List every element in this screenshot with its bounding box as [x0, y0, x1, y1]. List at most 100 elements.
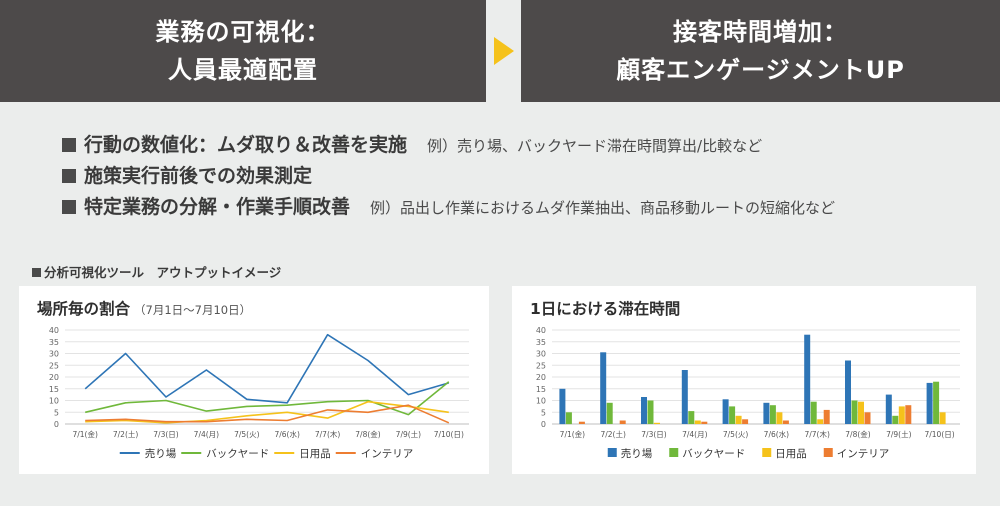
legend-label: インテリア [361, 448, 414, 460]
square-bullet-icon [32, 268, 41, 277]
y-tick-label: 20 [536, 373, 546, 382]
bar [688, 411, 695, 424]
x-tick-label: 7/7(木) [315, 429, 340, 439]
bar [578, 421, 585, 424]
bullet-text: 特定業務の分解・作業手順改善 [84, 196, 351, 218]
y-tick-label: 35 [536, 338, 546, 347]
x-tick-label: 7/6(水) [764, 429, 789, 439]
square-bullet-icon [62, 200, 76, 214]
y-tick-label: 0 [54, 420, 59, 429]
x-tick-label: 7/8(金) [845, 429, 870, 439]
bar [926, 382, 933, 424]
bar [641, 397, 647, 424]
y-tick-label: 25 [49, 361, 59, 370]
bar [565, 412, 572, 425]
bar [735, 415, 742, 424]
legend-swatch [762, 448, 772, 457]
x-tick-label: 7/4(月) [682, 430, 707, 439]
y-tick-label: 35 [49, 338, 59, 347]
y-tick-label: 40 [49, 326, 59, 335]
x-tick-label: 7/3(日) [153, 430, 178, 439]
bar [681, 370, 688, 424]
bullet-text: 行動の数値化：ムダ取り＆改善を実施 [84, 134, 408, 156]
bar [559, 388, 566, 425]
x-tick-label: 7/4(月) [194, 430, 219, 439]
bullet-item: 特定業務の分解・作業手順改善 例）品出し作業におけるムダ作業抽出、商品移動ルート… [62, 192, 835, 223]
line-chart: 0 5 10 15 20 25 30 35 40 7/1(金) 7/2(土) 7/3(日) 7/4(月)… [49, 326, 469, 460]
legend-label: 売り場 [145, 447, 177, 460]
bar [939, 412, 946, 425]
bar-chart-title: 1日における滞在時間 [530, 300, 681, 318]
legend-label: 日用品 [299, 448, 331, 460]
x-tick-label: 7/10(日) [434, 430, 464, 439]
x-tick-label: 7/10(日) [924, 430, 954, 439]
y-tick-label: 40 [536, 326, 546, 335]
bar [606, 402, 613, 424]
bullet-example: 例）品出し作業におけるムダ作業抽出、商品移動ルートの短縮化など [370, 199, 836, 217]
banner-left: 業務の可視化： 人員最適配置 [0, 0, 486, 102]
y-tick-label: 15 [49, 385, 59, 394]
legend-label: 日用品 [775, 448, 807, 460]
bar [851, 400, 858, 424]
line-chart-panel: 場所毎の割合 （7月1日～7月10日） 0 5 10 15 20 25 30 35 40 7/1(金… [19, 286, 489, 474]
bar [769, 405, 776, 424]
legend-swatch [823, 448, 833, 457]
y-tick-label: 5 [54, 408, 59, 417]
square-bullet-icon [62, 138, 76, 152]
bar [898, 406, 905, 424]
bullet-text: 施策実行前後での効果測定 [84, 165, 313, 187]
legend-swatch [669, 448, 679, 457]
series-line [85, 400, 449, 424]
y-tick-label: 0 [541, 420, 546, 429]
x-tick-label: 7/5(火) [723, 430, 748, 439]
y-tick-label: 25 [536, 361, 546, 370]
bar [694, 420, 701, 424]
series-line [84, 333, 450, 404]
x-tick-label: 7/1(金) [72, 429, 97, 439]
x-tick-label: 7/3(日) [641, 430, 666, 439]
x-tick-label: 7/2(土) [113, 429, 138, 439]
series-line [85, 381, 450, 416]
bar-chart-panel: 1日における滞在時間 0 5 10 15 20 25 30 35 40 7/1(金) 7/2(土) 7… [512, 286, 976, 474]
bar-chart: 0 5 10 15 20 25 30 35 40 7/1(金) 7/2(土) 7/3(日) 7/4(月)… [536, 326, 960, 460]
banner-right: 接客時間増加： 顧客エンゲージメントUP [521, 0, 1000, 102]
bar [810, 401, 817, 424]
square-bullet-icon [62, 169, 76, 183]
x-tick-label: 7/5(火) [234, 430, 259, 439]
bar [892, 415, 899, 424]
line-chart-title: 場所毎の割合 [37, 300, 131, 318]
bar [817, 419, 824, 424]
bar [654, 422, 660, 424]
bullet-item: 施策実行前後での効果測定 [62, 161, 835, 192]
y-tick-label: 10 [536, 397, 546, 406]
x-tick-label: 7/8(金) [355, 429, 380, 439]
legend-label: インテリア [837, 448, 890, 460]
tool-label: 分析可視化ツール アウトプットイメージ [32, 262, 281, 281]
legend-label: 売り場 [621, 447, 653, 460]
bar [782, 420, 789, 424]
x-tick-label: 7/7(木) [804, 429, 829, 439]
bullet-item: 行動の数値化：ムダ取り＆改善を実施 例）売り場、バックヤード滞在時間算出/比較な… [62, 130, 835, 161]
line-chart-subtitle: （7月1日～7月10日） [134, 303, 252, 317]
bar [776, 412, 783, 425]
bullet-example: 例）売り場、バックヤード滞在時間算出/比較など [427, 137, 763, 155]
y-tick-label: 5 [541, 408, 546, 417]
bar [600, 352, 607, 424]
series-line [85, 404, 450, 424]
bar [845, 360, 851, 424]
bullet-list: 行動の数値化：ムダ取り＆改善を実施 例）売り場、バックヤード滞在時間算出/比較な… [62, 130, 835, 223]
y-tick-label: 10 [49, 397, 59, 406]
banner-right-line1: 接客時間増加： [673, 18, 848, 46]
bar [905, 405, 912, 424]
x-tick-label: 7/9(土) [396, 429, 421, 439]
arrow-right-icon [494, 37, 514, 65]
bar [864, 412, 871, 425]
y-tick-label: 30 [536, 350, 546, 359]
bar [804, 334, 811, 424]
x-tick-label: 7/9(土) [886, 429, 911, 439]
bar [647, 400, 654, 424]
bar [858, 401, 864, 424]
x-tick-label: 7/1(金) [560, 429, 585, 439]
bar [933, 381, 940, 424]
bar [885, 394, 892, 424]
